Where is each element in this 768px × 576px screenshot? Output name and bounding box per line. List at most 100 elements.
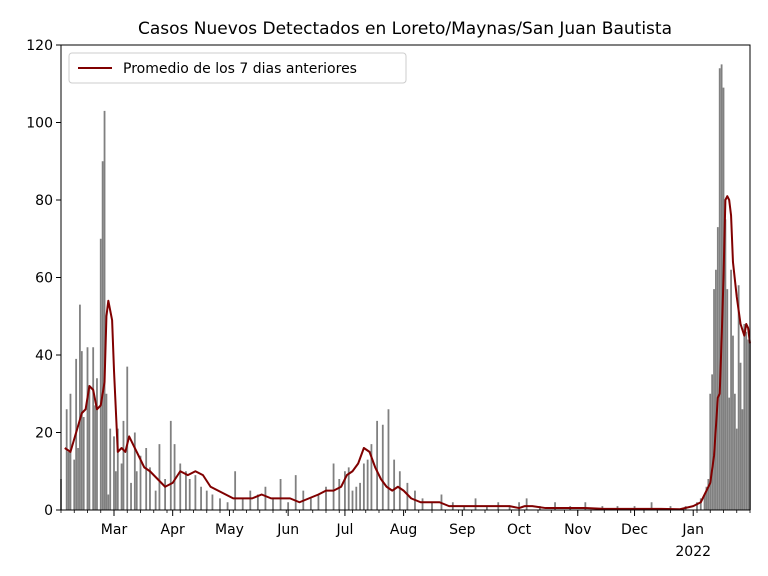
bar (234, 471, 237, 510)
bar (77, 448, 79, 510)
bar (718, 68, 721, 510)
bar (126, 366, 129, 511)
bar (130, 482, 132, 511)
bar (82, 417, 85, 510)
bar (724, 219, 727, 511)
bar (122, 420, 125, 511)
bar (728, 397, 731, 511)
bar (94, 405, 96, 511)
bar (393, 459, 396, 511)
bar (485, 506, 488, 511)
y-tick-label: 100 (26, 116, 53, 132)
y-tick-label: 40 (35, 348, 53, 364)
bar (211, 494, 214, 510)
bar (508, 506, 511, 511)
bar (114, 471, 117, 510)
bar (713, 289, 715, 511)
x-tick-label: May (215, 522, 244, 538)
bar (338, 479, 341, 510)
bar (96, 378, 98, 510)
bar (705, 486, 708, 510)
bar (88, 386, 91, 510)
bar (730, 269, 732, 510)
bar (554, 502, 556, 510)
bar (376, 420, 379, 511)
bar (715, 269, 717, 510)
y-axis: 0 20 40 60 80 100 120 (26, 38, 61, 519)
bar (164, 479, 167, 510)
bar (650, 502, 653, 510)
bar (173, 444, 176, 511)
bar (735, 428, 738, 511)
bar (325, 486, 327, 510)
bar (279, 479, 282, 510)
y-tick-label: 120 (26, 38, 53, 54)
bar (116, 428, 119, 511)
bar (99, 238, 102, 510)
bar (406, 482, 409, 511)
bar (200, 486, 202, 510)
bar (188, 479, 191, 510)
bar (205, 490, 208, 511)
bar (359, 482, 361, 511)
bar (332, 463, 335, 510)
y-tick-label: 0 (44, 503, 53, 519)
average-line (64, 195, 751, 511)
bar (726, 289, 729, 511)
x-axis: Mar Apr May Jun Jul Aug Sep Oct Nov Dec Jan 2022 (60, 510, 751, 560)
plot-frame (60, 44, 751, 511)
bar (362, 463, 365, 510)
bar (309, 498, 312, 511)
bar (525, 498, 528, 511)
bar (109, 428, 112, 511)
bar (732, 335, 734, 511)
bar (703, 494, 706, 510)
bar (103, 110, 106, 511)
bar (67, 451, 70, 511)
bar (741, 409, 744, 510)
bar (120, 463, 123, 510)
bar (733, 393, 736, 510)
x-tick-label: Jan (681, 522, 704, 538)
chart-title: Casos Nuevos Detectados en Loreto/Maynas… (138, 19, 672, 39)
bar (347, 467, 350, 511)
bar (344, 471, 346, 510)
bar (351, 490, 354, 511)
x-tick-label: Oct (507, 522, 532, 538)
bar (154, 490, 157, 511)
bar (745, 331, 748, 510)
bar (241, 498, 244, 511)
bar (747, 339, 750, 510)
bar (699, 498, 702, 511)
bar (219, 498, 221, 511)
bar (185, 471, 187, 510)
x-tick-label: Jul (335, 522, 353, 538)
bar (366, 459, 369, 511)
bar (73, 459, 76, 511)
bar (86, 347, 89, 510)
x-tick-label: Apr (161, 522, 185, 538)
bar (387, 409, 390, 510)
bar (294, 475, 297, 511)
bar (133, 432, 136, 510)
bar (696, 502, 698, 510)
bar (355, 486, 358, 510)
bar (79, 304, 81, 511)
x-tick-sublabel: 2022 (675, 544, 711, 560)
bars-series (60, 64, 751, 511)
bar (720, 64, 723, 511)
x-tick-label: Dec (621, 522, 648, 538)
bar (711, 374, 714, 511)
bar (584, 502, 587, 510)
bar (463, 506, 466, 511)
bar (256, 494, 259, 510)
bar (381, 424, 384, 510)
bar (707, 479, 710, 510)
bar (370, 444, 373, 511)
bar (194, 475, 197, 511)
x-tick-label: Jun (276, 522, 299, 538)
bar (264, 486, 267, 510)
x-tick-label: Nov (564, 522, 591, 538)
average-line-series (64, 195, 751, 511)
